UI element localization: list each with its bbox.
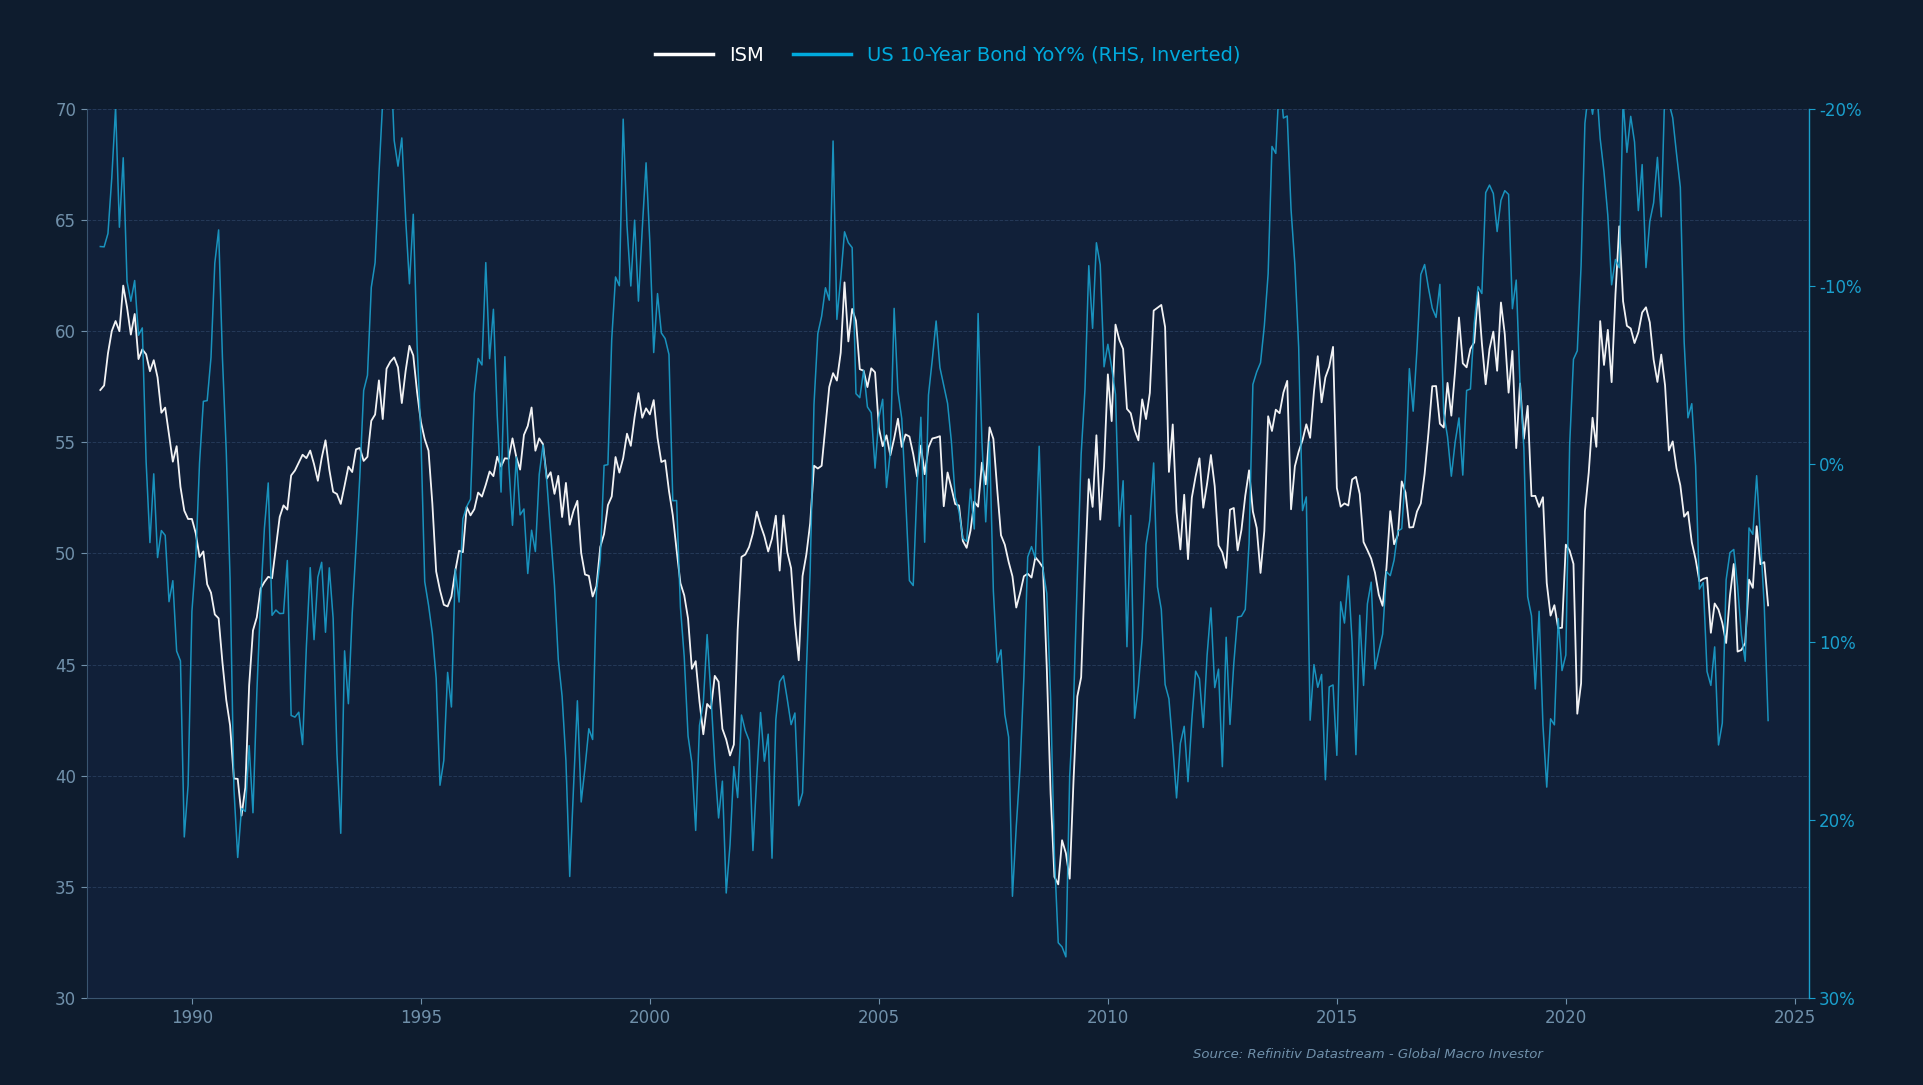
- Text: Source: Refinitiv Datastream - Global Macro Investor: Source: Refinitiv Datastream - Global Ma…: [1192, 1048, 1542, 1061]
- Legend: ISM, US 10-Year Bond YoY% (RHS, Inverted): ISM, US 10-Year Bond YoY% (RHS, Inverted…: [646, 38, 1248, 73]
